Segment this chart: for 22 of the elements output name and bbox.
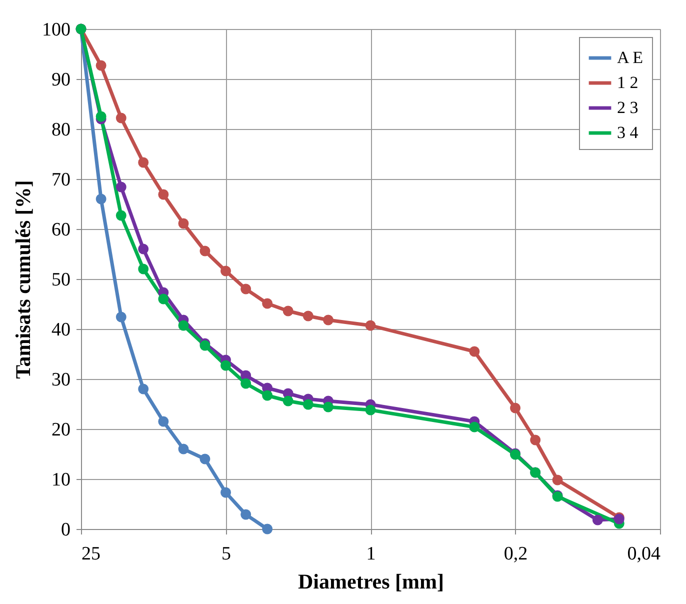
- x-axis-title: Diametres [mm]: [298, 570, 444, 594]
- x-tick-label: 5: [222, 544, 231, 564]
- x-tick-label: 1: [366, 544, 376, 564]
- legend-label: 1 2: [617, 73, 638, 92]
- y-tick-label: 50: [52, 270, 70, 290]
- y-tick-label: 90: [52, 70, 70, 90]
- x-tick-label: 25: [82, 544, 100, 564]
- y-tick-label: 70: [52, 170, 70, 190]
- y-tick-label: 60: [52, 220, 70, 240]
- y-tick-label: 0: [61, 520, 70, 540]
- x-tick-label: 0,2: [504, 544, 528, 564]
- x-tick-label: 0,04: [627, 544, 661, 564]
- y-tick-label: 10: [52, 470, 70, 490]
- y-axis-title: Tamisats cumulés [%]: [11, 180, 35, 379]
- y-tick-label: 100: [42, 20, 70, 40]
- legend-label: 3 4: [617, 123, 639, 142]
- y-tick-label: 30: [52, 370, 70, 390]
- legend-label: A E: [617, 48, 643, 67]
- y-tick-label: 80: [52, 120, 70, 140]
- y-tick-label: 40: [52, 320, 70, 340]
- y-tick-label: 20: [52, 420, 70, 440]
- legend-label: 2 3: [617, 98, 638, 117]
